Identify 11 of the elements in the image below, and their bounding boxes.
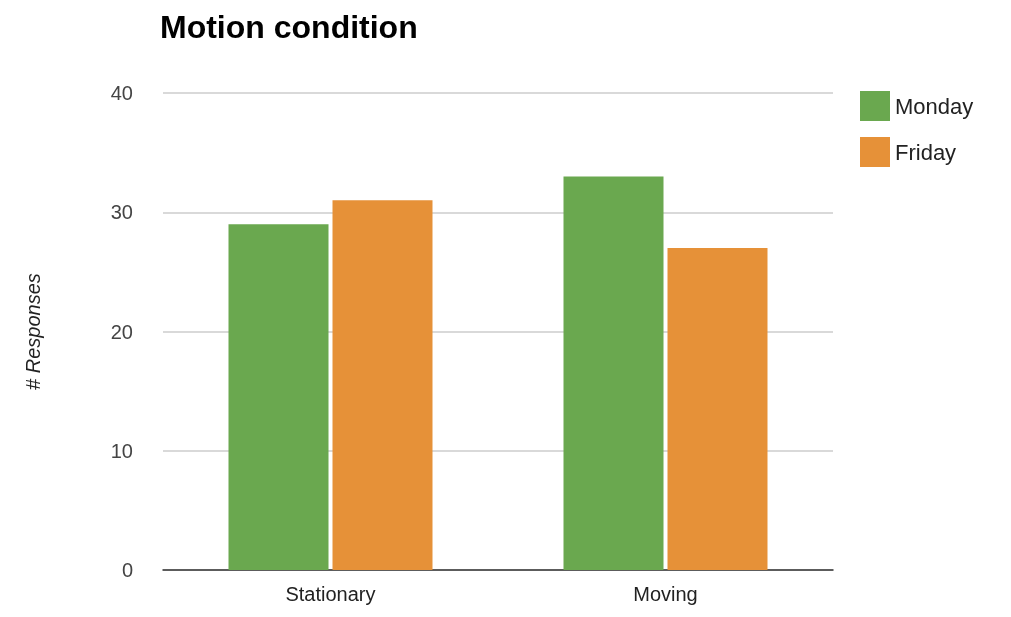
x-tick-label: Stationary	[285, 583, 376, 605]
y-tick-label: 10	[110, 439, 133, 462]
y-tick-label: 20	[110, 320, 133, 343]
legend-label: Friday	[895, 139, 957, 165]
y-axis-title: # Responses	[22, 273, 44, 390]
legend-label: Monday	[895, 93, 974, 119]
y-tick-label: 40	[110, 82, 133, 104]
y-tick-label: 0	[121, 559, 133, 581]
x-tick-label: Moving	[633, 583, 698, 605]
y-tick-label: 30	[110, 201, 133, 224]
chart-title: Motion condition	[160, 9, 418, 45]
